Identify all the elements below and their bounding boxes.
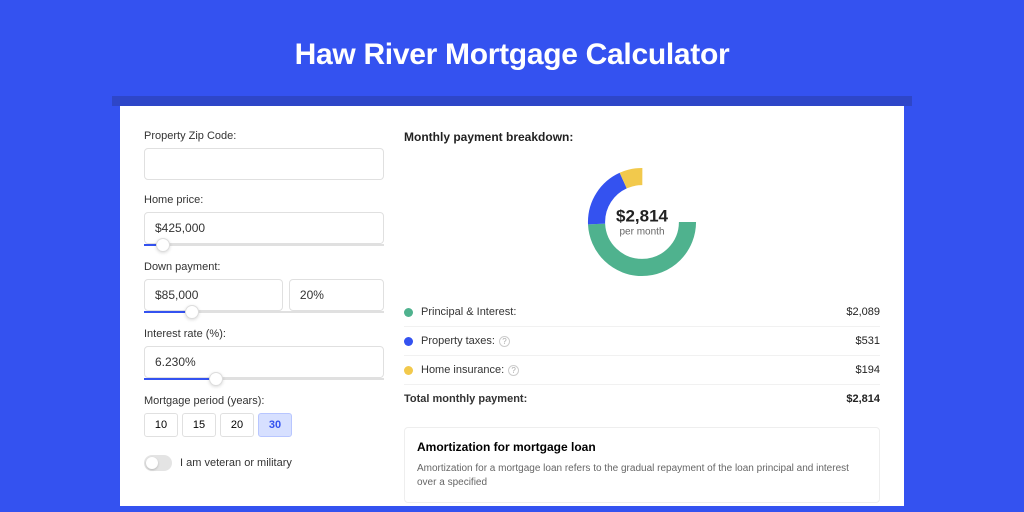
legend-total: Total monthly payment: $2,814 xyxy=(404,385,880,413)
period-label: Mortgage period (years): xyxy=(144,395,384,407)
price-field-group: Home price: xyxy=(144,194,384,247)
down-slider[interactable] xyxy=(144,310,384,314)
legend-value-total: $2,814 xyxy=(846,393,880,405)
legend-label-taxes: Property taxes: xyxy=(421,335,495,347)
period-option-10[interactable]: 10 xyxy=(144,413,178,437)
legend-label-insurance: Home insurance: xyxy=(421,364,504,376)
donut-container: $2,814 per month xyxy=(404,156,880,298)
legend-label-principal: Principal & Interest: xyxy=(421,306,846,318)
legend-dot-insurance xyxy=(404,366,413,375)
down-percent-input[interactable] xyxy=(289,279,384,311)
donut-total-value: $2,814 xyxy=(616,207,668,227)
legend-value-taxes: $531 xyxy=(856,335,880,347)
rate-slider-thumb[interactable] xyxy=(209,372,223,386)
period-option-15[interactable]: 15 xyxy=(182,413,216,437)
legend-principal: Principal & Interest: $2,089 xyxy=(404,298,880,327)
amortization-title: Amortization for mortgage loan xyxy=(417,440,867,454)
zip-field-group: Property Zip Code: xyxy=(144,130,384,180)
down-field-group: Down payment: xyxy=(144,261,384,314)
breakdown-title: Monthly payment breakdown: xyxy=(404,130,880,144)
calculator-card: Property Zip Code: Home price: Down paym… xyxy=(120,106,904,506)
zip-label: Property Zip Code: xyxy=(144,130,384,142)
period-option-20[interactable]: 20 xyxy=(220,413,254,437)
rate-input[interactable] xyxy=(144,346,384,378)
form-column: Property Zip Code: Home price: Down paym… xyxy=(144,130,384,482)
donut-center: $2,814 per month xyxy=(616,207,668,238)
legend-value-insurance: $194 xyxy=(856,364,880,376)
legend-dot-principal xyxy=(404,308,413,317)
price-label: Home price: xyxy=(144,194,384,206)
rate-label: Interest rate (%): xyxy=(144,328,384,340)
veteran-toggle[interactable] xyxy=(144,455,172,471)
down-label: Down payment: xyxy=(144,261,384,273)
period-option-30[interactable]: 30 xyxy=(258,413,292,437)
page-header: Haw River Mortgage Calculator xyxy=(0,0,1024,96)
donut-sub-label: per month xyxy=(616,227,668,238)
down-amount-input[interactable] xyxy=(144,279,283,311)
rate-field-group: Interest rate (%): xyxy=(144,328,384,381)
price-slider-thumb[interactable] xyxy=(156,238,170,252)
price-slider[interactable] xyxy=(144,243,384,247)
amortization-text: Amortization for a mortgage loan refers … xyxy=(417,462,867,490)
veteran-row: I am veteran or military xyxy=(144,455,384,471)
info-icon[interactable]: ? xyxy=(499,336,510,347)
veteran-label: I am veteran or military xyxy=(180,457,292,469)
donut-chart: $2,814 per month xyxy=(582,162,702,282)
period-field-group: Mortgage period (years): 10 15 20 30 xyxy=(144,395,384,437)
card-shadow xyxy=(112,96,912,106)
page-title: Haw River Mortgage Calculator xyxy=(0,38,1024,72)
info-icon[interactable]: ? xyxy=(508,365,519,376)
breakdown-column: Monthly payment breakdown: $2,814 per mo… xyxy=(404,130,880,482)
legend-value-principal: $2,089 xyxy=(846,306,880,318)
legend-dot-taxes xyxy=(404,337,413,346)
amortization-card: Amortization for mortgage loan Amortizat… xyxy=(404,427,880,503)
rate-slider[interactable] xyxy=(144,377,384,381)
legend-insurance: Home insurance: ? $194 xyxy=(404,356,880,385)
zip-input[interactable] xyxy=(144,148,384,180)
legend-taxes: Property taxes: ? $531 xyxy=(404,327,880,356)
down-slider-thumb[interactable] xyxy=(185,305,199,319)
legend-label-total: Total monthly payment: xyxy=(404,393,846,405)
price-input[interactable] xyxy=(144,212,384,244)
period-options: 10 15 20 30 xyxy=(144,413,384,437)
